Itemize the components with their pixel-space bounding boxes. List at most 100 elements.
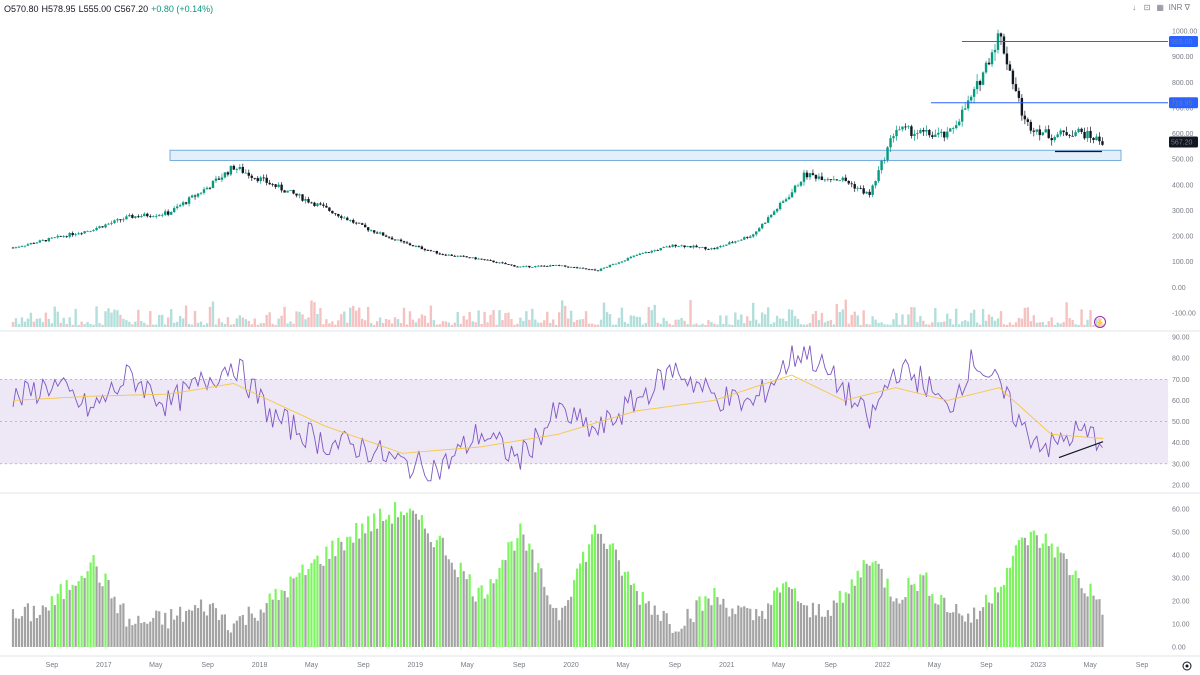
histogram-bar: [949, 612, 952, 647]
histogram-bar: [710, 605, 713, 647]
histogram-bar: [1014, 545, 1018, 647]
volume-bar: [668, 323, 671, 327]
histogram-bar: [256, 620, 259, 647]
histogram-bar: [596, 533, 600, 647]
volume-bar: [14, 318, 18, 327]
volume-bar: [952, 324, 955, 327]
volume-bar: [704, 324, 707, 327]
volume-bar: [62, 317, 65, 327]
candle-body: [871, 185, 874, 195]
histogram-bar: [886, 578, 889, 647]
volume-bar: [59, 322, 62, 327]
histogram-bar: [474, 601, 477, 647]
candle-body: [265, 177, 268, 183]
volume-bar: [892, 319, 895, 327]
candle-body: [638, 253, 642, 255]
volume-bar: [975, 322, 979, 327]
histogram-bar: [465, 579, 468, 647]
candle-body: [1056, 134, 1059, 138]
candle-body: [89, 230, 92, 232]
candle-body: [671, 244, 674, 247]
volume-bar: [901, 314, 904, 327]
histogram-bar: [376, 528, 379, 647]
volume-bar: [928, 324, 931, 327]
histogram-bar: [164, 612, 167, 647]
histogram-bar: [140, 623, 143, 647]
histogram-bar: [408, 508, 412, 647]
candle-body: [987, 62, 991, 65]
volume-bar: [322, 324, 325, 327]
candle-body: [146, 213, 149, 217]
currency-selector[interactable]: INR ∇: [1168, 3, 1190, 12]
change-value: +0.80 (+0.14%): [151, 4, 214, 14]
histogram-bar: [501, 559, 504, 647]
candle-body: [375, 232, 379, 234]
histogram-bar: [781, 583, 785, 647]
candle-body: [722, 245, 725, 247]
histogram-bar: [531, 549, 534, 647]
histogram-bar: [238, 616, 241, 647]
candle-body: [214, 178, 218, 181]
volume-bar: [841, 309, 844, 327]
volume-bar: [235, 318, 239, 327]
candle-body: [844, 177, 847, 181]
volume-bar: [844, 299, 847, 327]
down-arrow-icon[interactable]: ↓: [1132, 3, 1137, 12]
candle-body: [662, 247, 665, 249]
histogram-bar: [677, 631, 680, 647]
volume-bar: [483, 311, 486, 327]
volume-bar: [931, 322, 934, 327]
volume-bar: [363, 320, 367, 327]
candle-body: [740, 239, 743, 241]
grid-icon[interactable]: ▦: [1156, 3, 1164, 12]
volume-bar: [566, 318, 570, 327]
candle-body: [319, 203, 322, 205]
histogram-bar: [835, 602, 838, 647]
histogram-bar: [226, 630, 229, 647]
candle-body: [187, 197, 191, 204]
volume-bar: [1074, 324, 1077, 327]
histogram-bar: [1092, 595, 1095, 647]
candle-body: [635, 254, 639, 256]
histogram-bar: [910, 584, 913, 647]
histogram-bar: [346, 536, 349, 647]
candle-body: [244, 172, 247, 174]
volume-bar: [65, 323, 68, 327]
lock-icon[interactable]: ⊡: [1143, 3, 1151, 12]
histogram-bar: [644, 603, 647, 647]
histogram-bar: [301, 564, 304, 647]
volume-bar: [232, 324, 236, 327]
candle-body: [289, 190, 292, 191]
candle-body: [665, 246, 668, 248]
volume-bar: [760, 312, 764, 327]
candle-body: [704, 247, 707, 250]
histogram-bar: [987, 602, 991, 647]
candle-body: [689, 246, 692, 248]
volume-bar: [1068, 318, 1071, 327]
histogram-bar: [552, 607, 555, 647]
histogram-bar: [190, 610, 194, 647]
price-label-719: 719.95: [1171, 100, 1193, 107]
histogram-bar: [680, 628, 683, 647]
histogram-bar: [119, 604, 122, 647]
volume-bar: [256, 324, 259, 327]
volume-bar: [465, 319, 468, 327]
candle-body: [850, 183, 853, 185]
candle-body: [895, 129, 898, 137]
volume-bar: [686, 324, 689, 327]
histogram-bar: [229, 632, 232, 647]
histogram-bar: [558, 620, 561, 647]
volume-bar: [996, 318, 1000, 327]
volume-bar: [966, 321, 970, 327]
histogram-bar: [50, 596, 53, 647]
volume-bar: [17, 323, 21, 327]
histogram-bar: [489, 579, 492, 647]
candle-body: [817, 176, 821, 179]
time-axis-label: Sep: [357, 662, 370, 669]
candle-body: [486, 259, 489, 261]
histogram-bar: [934, 603, 937, 647]
volume-bar: [343, 311, 346, 327]
candle-body: [384, 235, 388, 237]
volume-bar: [92, 324, 95, 327]
